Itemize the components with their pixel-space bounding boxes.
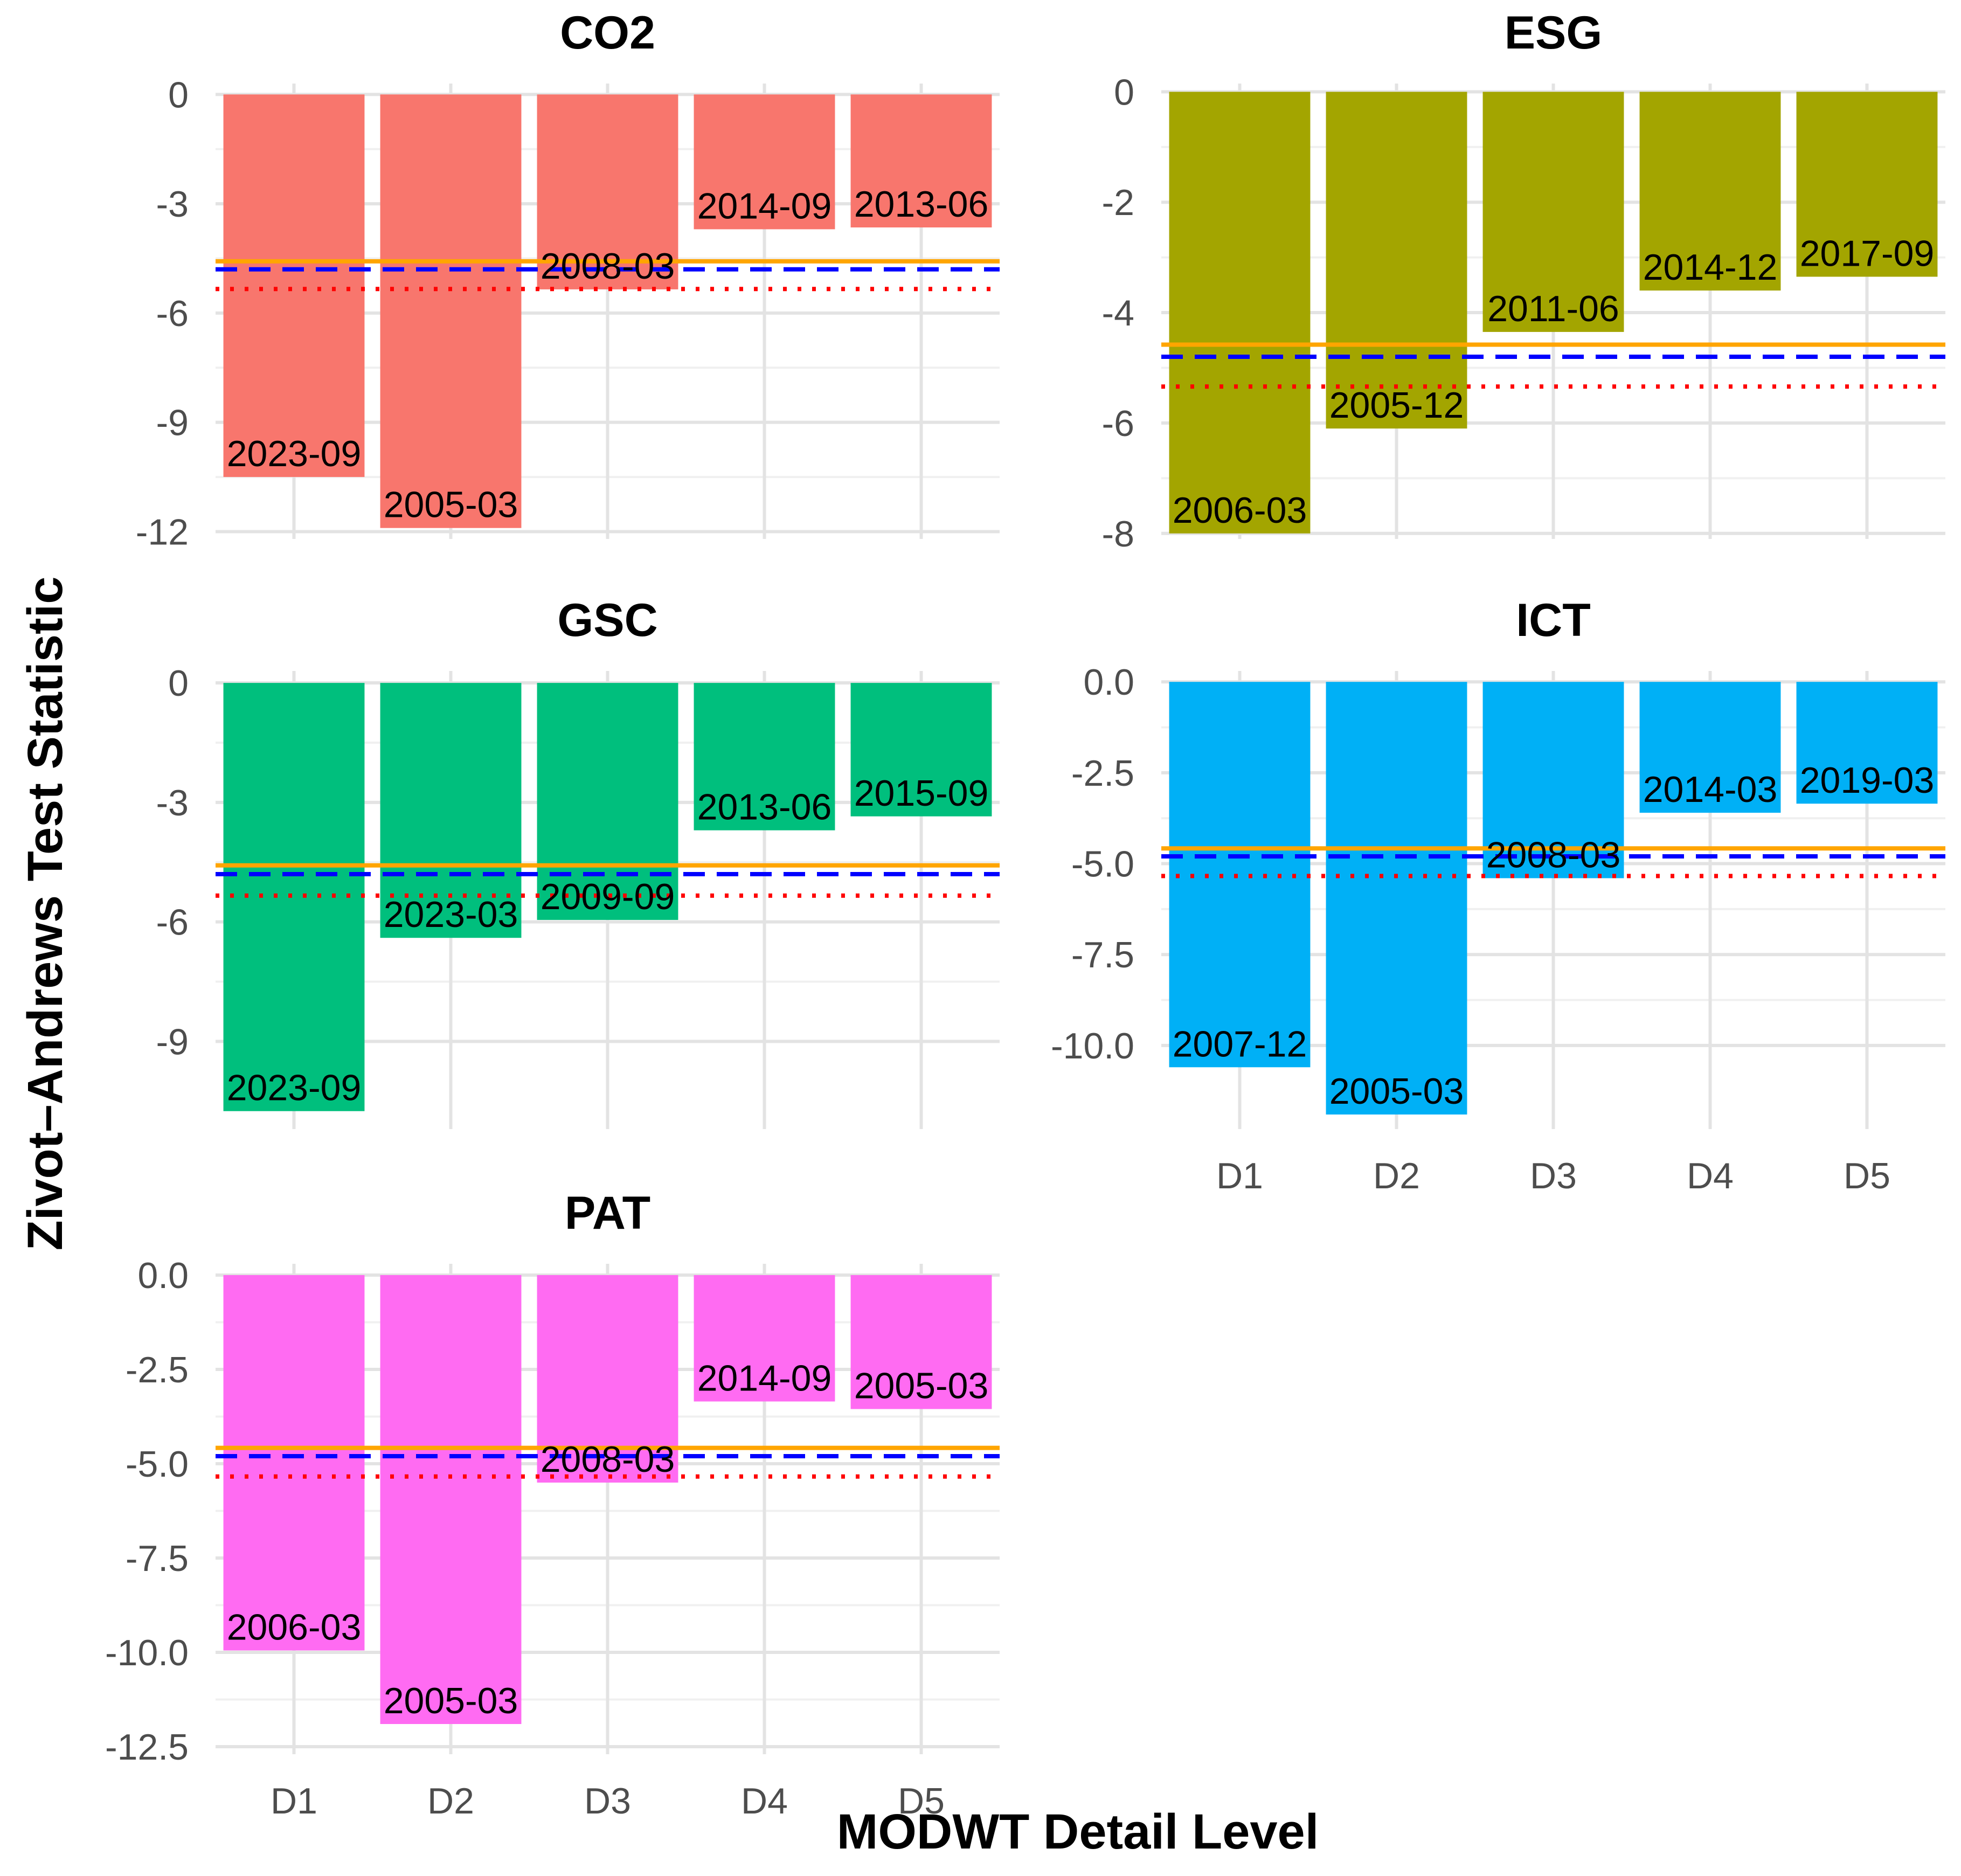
x-tick-label: D3 — [1530, 1155, 1577, 1196]
bar-gsc-d5 — [850, 683, 992, 816]
y-tick-label: -9 — [156, 403, 189, 444]
y-tick-label: -6 — [1102, 403, 1134, 444]
bar-pat-d1 — [223, 1275, 365, 1651]
bar-gsc-d1 — [223, 683, 365, 1111]
y-axis-title: Zivot–Andrews Test Statistic — [18, 577, 73, 1251]
bar-date-label: 2011-06 — [1487, 288, 1619, 329]
y-tick-label: 0 — [168, 74, 189, 115]
bar-ict-d4 — [1639, 682, 1781, 813]
panel-title: PAT — [565, 1187, 650, 1239]
bar-date-label: 2006-03 — [227, 1607, 362, 1648]
bar-date-label: 2014-09 — [697, 1358, 832, 1399]
bar-co2-d3 — [537, 94, 678, 289]
x-tick-label: D2 — [427, 1781, 474, 1822]
bar-esg-d4 — [1639, 92, 1781, 291]
y-tick-label: -3 — [156, 783, 189, 823]
bar-date-label: 2009-09 — [541, 876, 675, 917]
bar-date-label: 2013-06 — [854, 184, 989, 225]
bar-date-label: 2014-03 — [1643, 769, 1778, 810]
panel-esg: ESG 0 -2 -4 -6 -8 2006-03 2005-12 2011-06 2014-12… — [1102, 7, 1945, 555]
bar-date-label: 2023-09 — [227, 433, 362, 474]
y-tick-label: 0.0 — [137, 1255, 189, 1296]
y-tick-label: -3 — [156, 184, 189, 225]
bar-esg-d1 — [1169, 92, 1311, 534]
panel-ict: ICT 0.0 -2.5 -5.0 -7.5 -10.0 2007-12 2005-03 200… — [1051, 594, 1945, 1196]
y-tick-label: -5.0 — [126, 1444, 189, 1485]
bar-date-label: 2015-09 — [854, 773, 989, 814]
y-tick-label: -9 — [156, 1021, 189, 1062]
bar-pat-d2 — [380, 1275, 522, 1724]
y-tick-label: 0.0 — [1083, 662, 1134, 703]
bar-date-label: 2023-03 — [384, 894, 518, 935]
bar-co2-d1 — [223, 94, 365, 477]
y-tick-label: -4 — [1102, 293, 1134, 334]
panel-gsc: GSC 0 -3 -6 -9 2023-09 2023-03 2009-09 2013-06 20… — [156, 594, 1000, 1129]
bar-date-label: 2008-03 — [1486, 835, 1621, 876]
bar-date-label: 2008-03 — [541, 1439, 675, 1480]
y-tick-label: -10.0 — [105, 1632, 189, 1673]
x-tick-label: D1 — [271, 1781, 317, 1822]
bar-ict-d3 — [1482, 682, 1624, 878]
x-tick-label: D1 — [1216, 1155, 1263, 1196]
y-tick-label: -10.0 — [1051, 1026, 1134, 1067]
panel-title: CO2 — [560, 7, 655, 59]
bar-date-label: 2013-06 — [697, 787, 832, 828]
y-tick-label: -6 — [156, 293, 189, 334]
bar-date-label: 2008-03 — [541, 246, 675, 287]
bar-ict-d5 — [1796, 682, 1938, 804]
bar-date-label: 2005-03 — [384, 484, 518, 525]
bar-date-label: 2005-03 — [854, 1366, 989, 1407]
bar-date-label: 2006-03 — [1173, 490, 1307, 531]
y-tick-label: -2.5 — [1071, 753, 1134, 794]
bar-esg-d2 — [1326, 92, 1467, 429]
bar-date-label: 2005-12 — [1329, 385, 1464, 426]
y-tick-label: -7.5 — [1071, 934, 1134, 975]
bar-date-label: 2014-09 — [697, 185, 832, 226]
y-tick-label: -6 — [156, 902, 189, 943]
y-tick-label: 0 — [1114, 72, 1134, 113]
bar-gsc-d3 — [537, 683, 678, 920]
bar-date-label: 2019-03 — [1800, 760, 1935, 801]
panel-title: ESG — [1505, 7, 1603, 59]
bar-date-label: 2014-12 — [1643, 247, 1778, 288]
x-tick-label: D5 — [1844, 1155, 1890, 1196]
bar-date-label: 2023-09 — [227, 1068, 362, 1109]
y-tick-label: -12.5 — [105, 1727, 189, 1768]
bar-date-label: 2005-03 — [384, 1680, 518, 1721]
y-tick-label: -2.5 — [126, 1349, 189, 1390]
bar-esg-d5 — [1796, 92, 1938, 277]
panel-title: ICT — [1516, 594, 1591, 646]
bar-ict-d2 — [1326, 682, 1467, 1115]
bar-pat-d5 — [850, 1275, 992, 1409]
bar-date-label: 2005-03 — [1329, 1071, 1464, 1112]
bar-date-label: 2017-09 — [1800, 233, 1935, 274]
panels: CO2 0 -3 -6 -9 -12 2023-09 2005-03 2008-03 2014-0… — [105, 7, 1945, 1822]
bar-ict-d1 — [1169, 682, 1311, 1068]
panel-title: GSC — [557, 594, 657, 646]
x-tick-label: D4 — [1687, 1155, 1734, 1196]
y-tick-label: 0 — [168, 663, 189, 704]
bar-date-label: 2007-12 — [1173, 1023, 1307, 1064]
y-tick-label: -5.0 — [1071, 844, 1134, 885]
x-tick-label: D5 — [898, 1781, 945, 1822]
bar-gsc-d4 — [694, 683, 835, 830]
bar-co2-d4 — [694, 94, 835, 230]
panel-pat: PAT 0.0 -2.5 -5.0 -7.5 -10.0 -12.5 2006-03 2005-… — [105, 1187, 1000, 1822]
bar-co2-d2 — [380, 94, 522, 528]
y-tick-label: -12 — [136, 511, 189, 552]
x-tick-label: D3 — [584, 1781, 631, 1822]
panel-co2: CO2 0 -3 -6 -9 -12 2023-09 2005-03 2008-03 2014-0… — [136, 7, 1000, 552]
x-tick-label: D4 — [741, 1781, 788, 1822]
y-tick-label: -7.5 — [126, 1538, 189, 1579]
x-axis-title: MODWT Detail Level — [837, 1804, 1319, 1859]
bar-co2-d5 — [850, 94, 992, 228]
bar-pat-d4 — [694, 1275, 835, 1402]
y-tick-label: -8 — [1102, 514, 1134, 555]
y-tick-label: -2 — [1102, 182, 1134, 223]
bar-esg-d3 — [1482, 92, 1624, 332]
x-tick-label: D2 — [1373, 1155, 1420, 1196]
